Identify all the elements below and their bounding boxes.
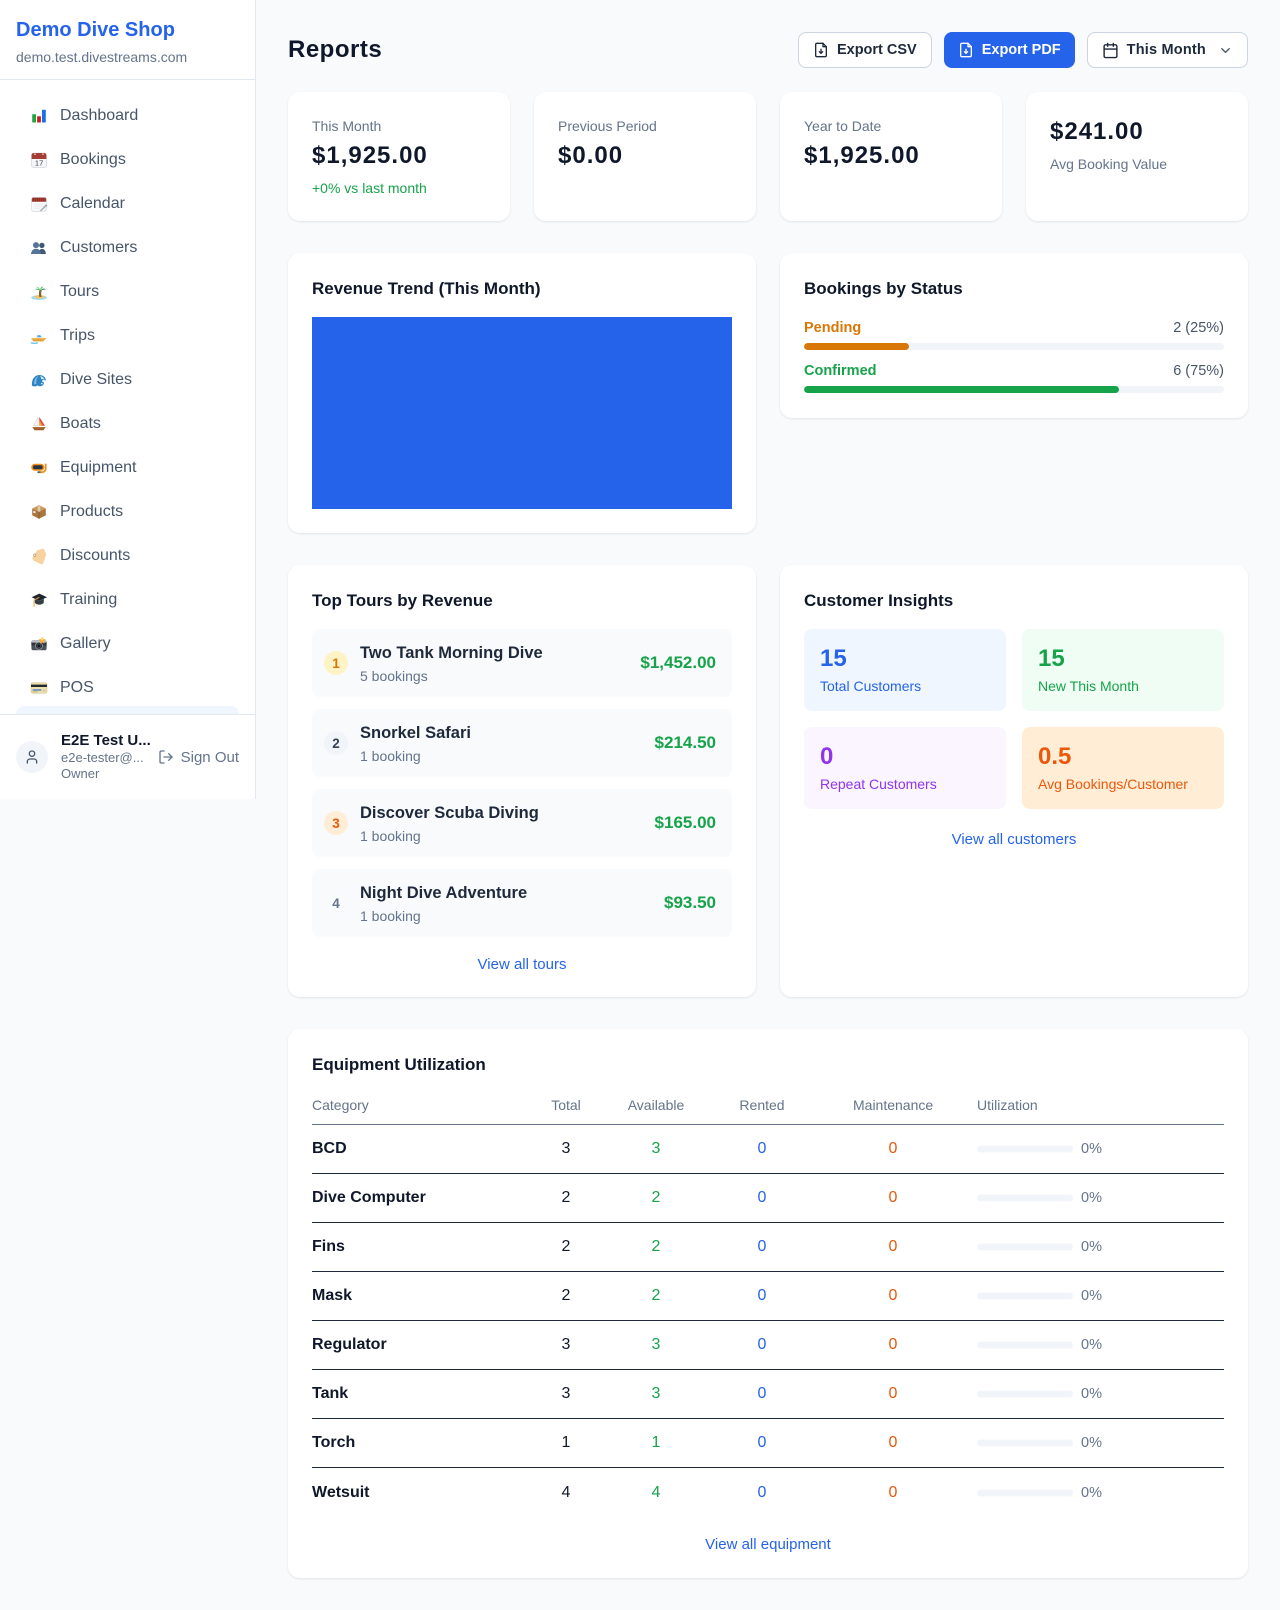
svg-text:17: 17 xyxy=(35,159,43,168)
